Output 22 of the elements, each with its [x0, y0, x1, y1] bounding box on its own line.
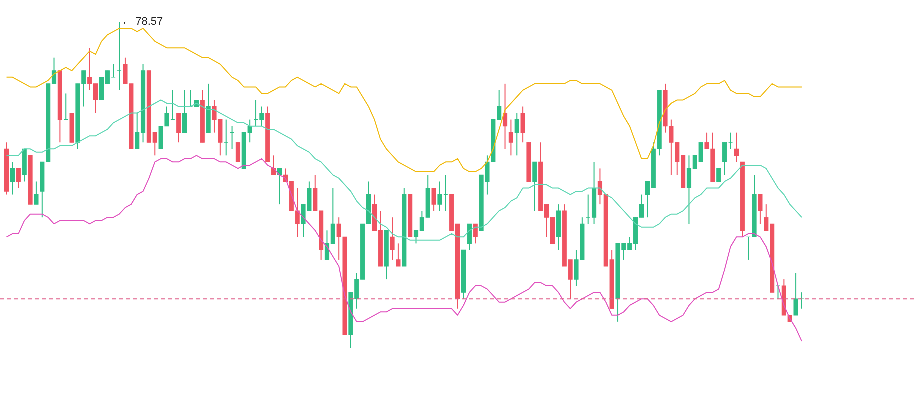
candlestick [390, 217, 395, 260]
candlestick [473, 224, 478, 244]
candlestick [532, 162, 538, 212]
candlestick [716, 168, 722, 182]
candlestick [502, 83, 508, 150]
candlestick [734, 132, 740, 163]
candlestick [432, 188, 436, 212]
candlestick [794, 272, 798, 316]
candlestick [396, 243, 401, 267]
candlestick [10, 162, 16, 196]
candlestick [514, 112, 520, 156]
candlestick [508, 119, 514, 156]
candlestick [34, 181, 39, 206]
candlestick [236, 142, 241, 163]
candlestick [520, 106, 526, 144]
annotation: ← 78.57 [122, 16, 164, 28]
candlestick [467, 224, 472, 251]
candlestick [16, 168, 21, 189]
candlestick [176, 112, 182, 144]
candlestick [758, 194, 763, 225]
candlestick [722, 142, 728, 176]
candlestick [182, 90, 188, 134]
